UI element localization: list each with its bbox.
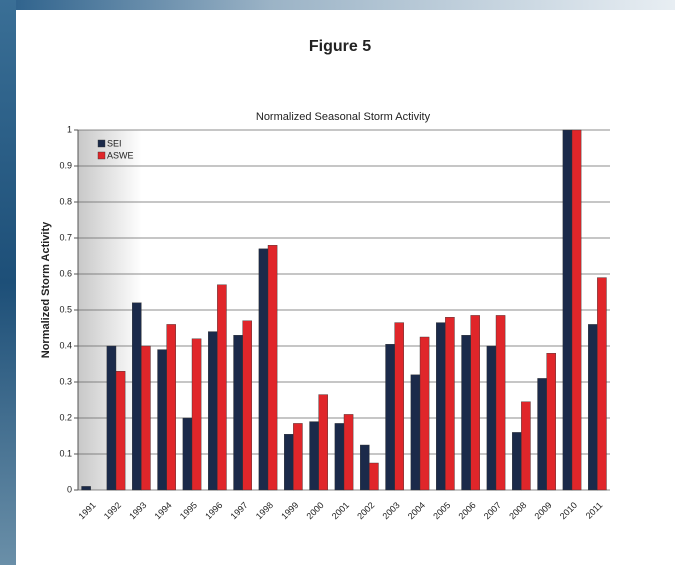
bar — [132, 302, 142, 491]
bar — [546, 353, 556, 491]
bar — [233, 335, 243, 491]
top-strip — [0, 0, 675, 10]
x-tick-label: 2003 — [381, 500, 402, 521]
y-tick-label: 0.3 — [59, 376, 72, 386]
bar — [284, 434, 294, 491]
bar — [208, 331, 218, 491]
legend-label: SEI — [107, 138, 122, 148]
bar — [571, 129, 582, 491]
y-tick-label: 1 — [67, 124, 72, 134]
x-tick-label: 1992 — [102, 500, 123, 521]
bar — [410, 374, 421, 491]
chart-title: Normalized Seasonal Storm Activity — [256, 111, 431, 123]
x-tick-label: 2011 — [584, 500, 605, 521]
bar — [258, 248, 269, 491]
bar — [81, 486, 91, 491]
y-tick-label: 0.8 — [59, 196, 72, 206]
bar — [343, 414, 354, 491]
legend-swatch — [97, 139, 106, 148]
x-tick-label: 2004 — [406, 500, 427, 521]
y-tick-label: 0 — [67, 484, 72, 494]
x-tick-label: 2010 — [558, 500, 579, 521]
bar — [217, 284, 227, 491]
bar — [267, 244, 278, 491]
bar — [470, 315, 480, 491]
x-tick-label: 2006 — [457, 500, 478, 521]
bar — [182, 417, 193, 491]
bar — [597, 277, 607, 491]
bar — [318, 394, 328, 491]
bar — [512, 432, 522, 491]
bar — [588, 324, 598, 491]
x-tick-label: 2005 — [431, 500, 452, 521]
bar — [334, 423, 345, 491]
x-tick-label: 1994 — [153, 500, 174, 521]
figure-title: Figure 5 — [309, 38, 371, 55]
x-tick-label: 1991 — [77, 500, 98, 521]
bar — [141, 345, 151, 491]
bar — [537, 378, 547, 491]
x-tick-label: 1996 — [203, 500, 224, 521]
bar — [242, 320, 252, 491]
bar — [419, 336, 430, 491]
y-tick-label: 0.4 — [59, 340, 72, 350]
legend-swatch — [97, 151, 106, 160]
y-tick-label: 0.7 — [59, 232, 72, 242]
bar — [436, 322, 446, 491]
bar — [486, 345, 497, 491]
x-tick-label: 1999 — [279, 500, 300, 521]
bar — [309, 421, 319, 491]
x-tick-label: 2000 — [305, 500, 326, 521]
bar — [369, 462, 379, 491]
bar — [360, 444, 370, 491]
bar — [385, 344, 395, 491]
y-axis-label: Normalized Storm Activity — [40, 221, 52, 358]
x-tick-label: 1993 — [127, 500, 148, 521]
bar — [562, 129, 573, 491]
y-tick-label: 0.2 — [59, 412, 72, 422]
side-strip — [0, 0, 16, 565]
x-tick-label: 2002 — [355, 500, 376, 521]
bar — [191, 338, 202, 491]
bar — [461, 335, 471, 491]
x-tick-label: 1997 — [229, 500, 250, 521]
x-tick-label: 2008 — [507, 500, 528, 521]
bar — [293, 423, 303, 491]
y-tick-label: 0.9 — [59, 160, 72, 170]
y-tick-label: 0.6 — [59, 268, 72, 278]
bar — [106, 345, 117, 491]
y-tick-label: 0.1 — [59, 448, 72, 458]
bar — [521, 401, 531, 491]
bar — [115, 371, 126, 491]
x-tick-label: 2009 — [533, 500, 554, 521]
bar — [394, 322, 404, 491]
bar — [157, 349, 167, 491]
bar — [166, 324, 176, 491]
x-tick-label: 2007 — [482, 500, 503, 521]
x-tick-label: 1995 — [178, 500, 199, 521]
x-tick-label: 2001 — [330, 500, 351, 521]
bar — [445, 317, 455, 491]
x-tick-label: 1998 — [254, 500, 275, 521]
y-tick-label: 0.5 — [59, 304, 72, 314]
legend-label: ASWE — [107, 150, 134, 160]
bar — [495, 315, 506, 491]
